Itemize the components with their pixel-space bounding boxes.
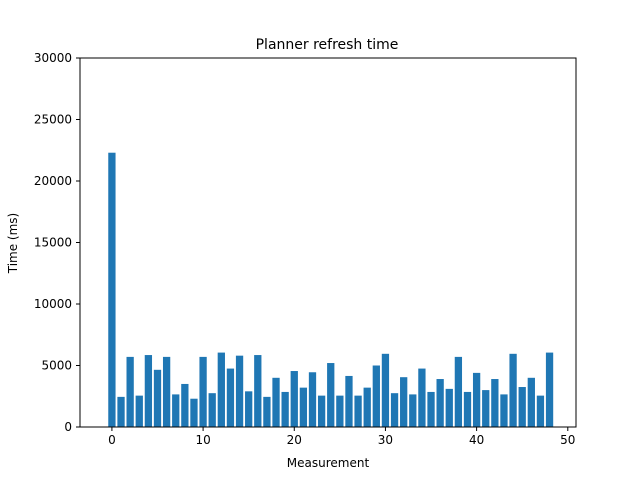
x-tick-label: 50 — [560, 433, 575, 447]
bar-44 — [509, 353, 517, 427]
bar-32 — [400, 377, 408, 427]
bar-21 — [299, 387, 308, 427]
bar-16 — [254, 355, 262, 427]
bars-group — [108, 152, 554, 427]
y-tick-label: 5000 — [41, 359, 72, 373]
bar-6 — [162, 356, 171, 427]
bar-22 — [308, 372, 317, 427]
bar-2 — [126, 356, 134, 427]
bar-7 — [172, 394, 180, 427]
bar-24 — [327, 363, 335, 427]
bar-9 — [190, 398, 198, 427]
y-tick-label: 10000 — [34, 297, 72, 311]
y-axis-label: Time (ms) — [6, 213, 20, 275]
x-axis-label: Measurement — [287, 456, 370, 470]
y-tick-label: 30000 — [34, 51, 72, 65]
bar-37 — [445, 388, 453, 427]
bar-48 — [545, 352, 554, 427]
x-tick-label: 30 — [378, 433, 393, 447]
y-tick-label: 20000 — [34, 174, 72, 188]
x-tick-label: 40 — [469, 433, 484, 447]
bar-38 — [454, 356, 463, 427]
bar-39 — [463, 391, 472, 427]
bar-34 — [418, 368, 426, 427]
y-tick-label: 25000 — [34, 113, 72, 127]
bar-35 — [427, 391, 435, 427]
y-axis-ticks: 0 5000 10000 15000 20000 25000 30000 — [34, 51, 80, 434]
x-tick-label: 0 — [108, 433, 116, 447]
bar-30 — [381, 353, 390, 427]
x-tick-label: 20 — [287, 433, 302, 447]
plot-frame — [79, 57, 577, 428]
bar-41 — [482, 390, 490, 427]
x-axis-ticks: 0 10 20 30 40 50 — [108, 427, 575, 447]
bar-45 — [518, 387, 526, 427]
chart-title: Planner refresh time — [256, 37, 399, 53]
bar-43 — [500, 394, 508, 427]
bar-17 — [263, 396, 271, 427]
bar-12 — [217, 352, 225, 427]
bar-28 — [363, 387, 371, 427]
bar-27 — [354, 395, 362, 427]
bar-8 — [181, 383, 189, 427]
bar-18 — [272, 377, 280, 427]
bar-33 — [409, 394, 417, 427]
bar-11 — [208, 393, 216, 427]
bar-31 — [390, 393, 399, 427]
bar-4 — [144, 355, 153, 427]
bar-10 — [199, 356, 207, 427]
bar-25 — [336, 395, 344, 427]
bar-42 — [491, 379, 499, 427]
bar-47 — [536, 395, 545, 427]
bar-0 — [108, 152, 116, 427]
bar-5 — [153, 369, 162, 427]
bar-40 — [472, 372, 481, 427]
bar-13 — [226, 368, 235, 427]
bar-14 — [235, 355, 244, 427]
bar-29 — [372, 365, 380, 427]
bar-1 — [117, 396, 125, 427]
bar-46 — [527, 377, 535, 427]
bar-36 — [436, 379, 444, 427]
bar-3 — [135, 395, 143, 427]
bar-20 — [290, 371, 298, 427]
bar-26 — [345, 375, 353, 427]
y-tick-label: 15000 — [34, 236, 72, 250]
x-tick-label: 10 — [195, 433, 210, 447]
y-tick-label: 0 — [64, 420, 72, 434]
bar-15 — [245, 391, 253, 427]
bar-23 — [317, 395, 326, 427]
bar-19 — [281, 391, 289, 427]
